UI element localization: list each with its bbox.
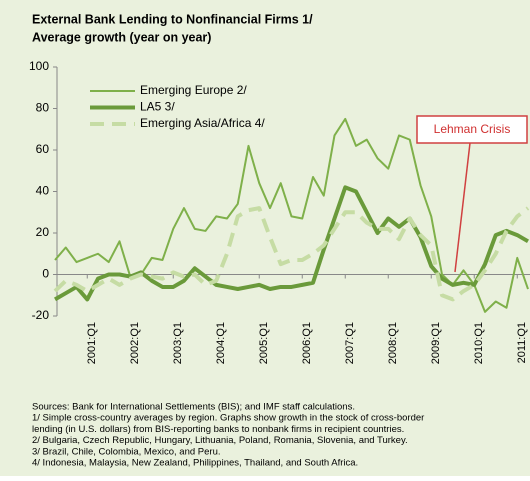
footnote: 3/ Brazil, Chile, Colombia, Mexico, and … — [32, 446, 221, 457]
footnote: 2/ Bulgaria, Czech Republic, Hungary, Li… — [32, 435, 408, 446]
x-tick-label: 2007:Q1 — [344, 322, 356, 364]
series-line — [53, 206, 530, 302]
y-tick-label: 20 — [36, 225, 50, 239]
chart-title: External Bank Lending to Nonfinancial Fi… — [32, 12, 313, 26]
y-tick-label: 80 — [36, 101, 50, 115]
x-tick-label: 2004:Q1 — [215, 322, 227, 364]
y-tick-label: 0 — [42, 267, 49, 281]
footnote: Sources: Bank for International Settleme… — [32, 402, 355, 413]
footnote: 4/ Indonesia, Malaysia, New Zealand, Phi… — [32, 458, 358, 469]
x-tick-label: 2006:Q1 — [301, 322, 313, 364]
x-tick-label: 2002:Q1 — [129, 322, 141, 364]
x-tick-label: 2011:Q1 — [516, 322, 528, 363]
legend-label: Emerging Asia/Africa 4/ — [140, 116, 265, 130]
footnote: 1/ Simple cross-country averages by regi… — [32, 413, 424, 424]
annotation-text: Lehman Crisis — [434, 122, 511, 136]
x-tick-label: 2005:Q1 — [258, 322, 270, 364]
footnote: lending (in U.S. dollars) from BIS-repor… — [32, 424, 404, 435]
y-tick-label: 60 — [36, 142, 50, 156]
x-tick-label: 2001:Q1 — [86, 322, 98, 364]
annotation-box — [416, 115, 528, 144]
x-tick-label: 2010:Q1 — [473, 322, 485, 364]
y-tick-label: 100 — [29, 59, 49, 73]
y-tick-label: -20 — [32, 308, 50, 322]
x-tick-label: 2009:Q1 — [430, 322, 442, 364]
annotation-pointer — [454, 142, 471, 273]
legend-label: LA5 3/ — [140, 100, 175, 114]
legend-label: Emerging Europe 2/ — [140, 83, 247, 97]
x-tick-label: 2008:Q1 — [387, 322, 399, 364]
chart-subtitle: Average growth (year on year) — [32, 30, 211, 44]
x-tick-label: 2003:Q1 — [172, 322, 184, 364]
y-tick-label: 40 — [36, 184, 50, 198]
